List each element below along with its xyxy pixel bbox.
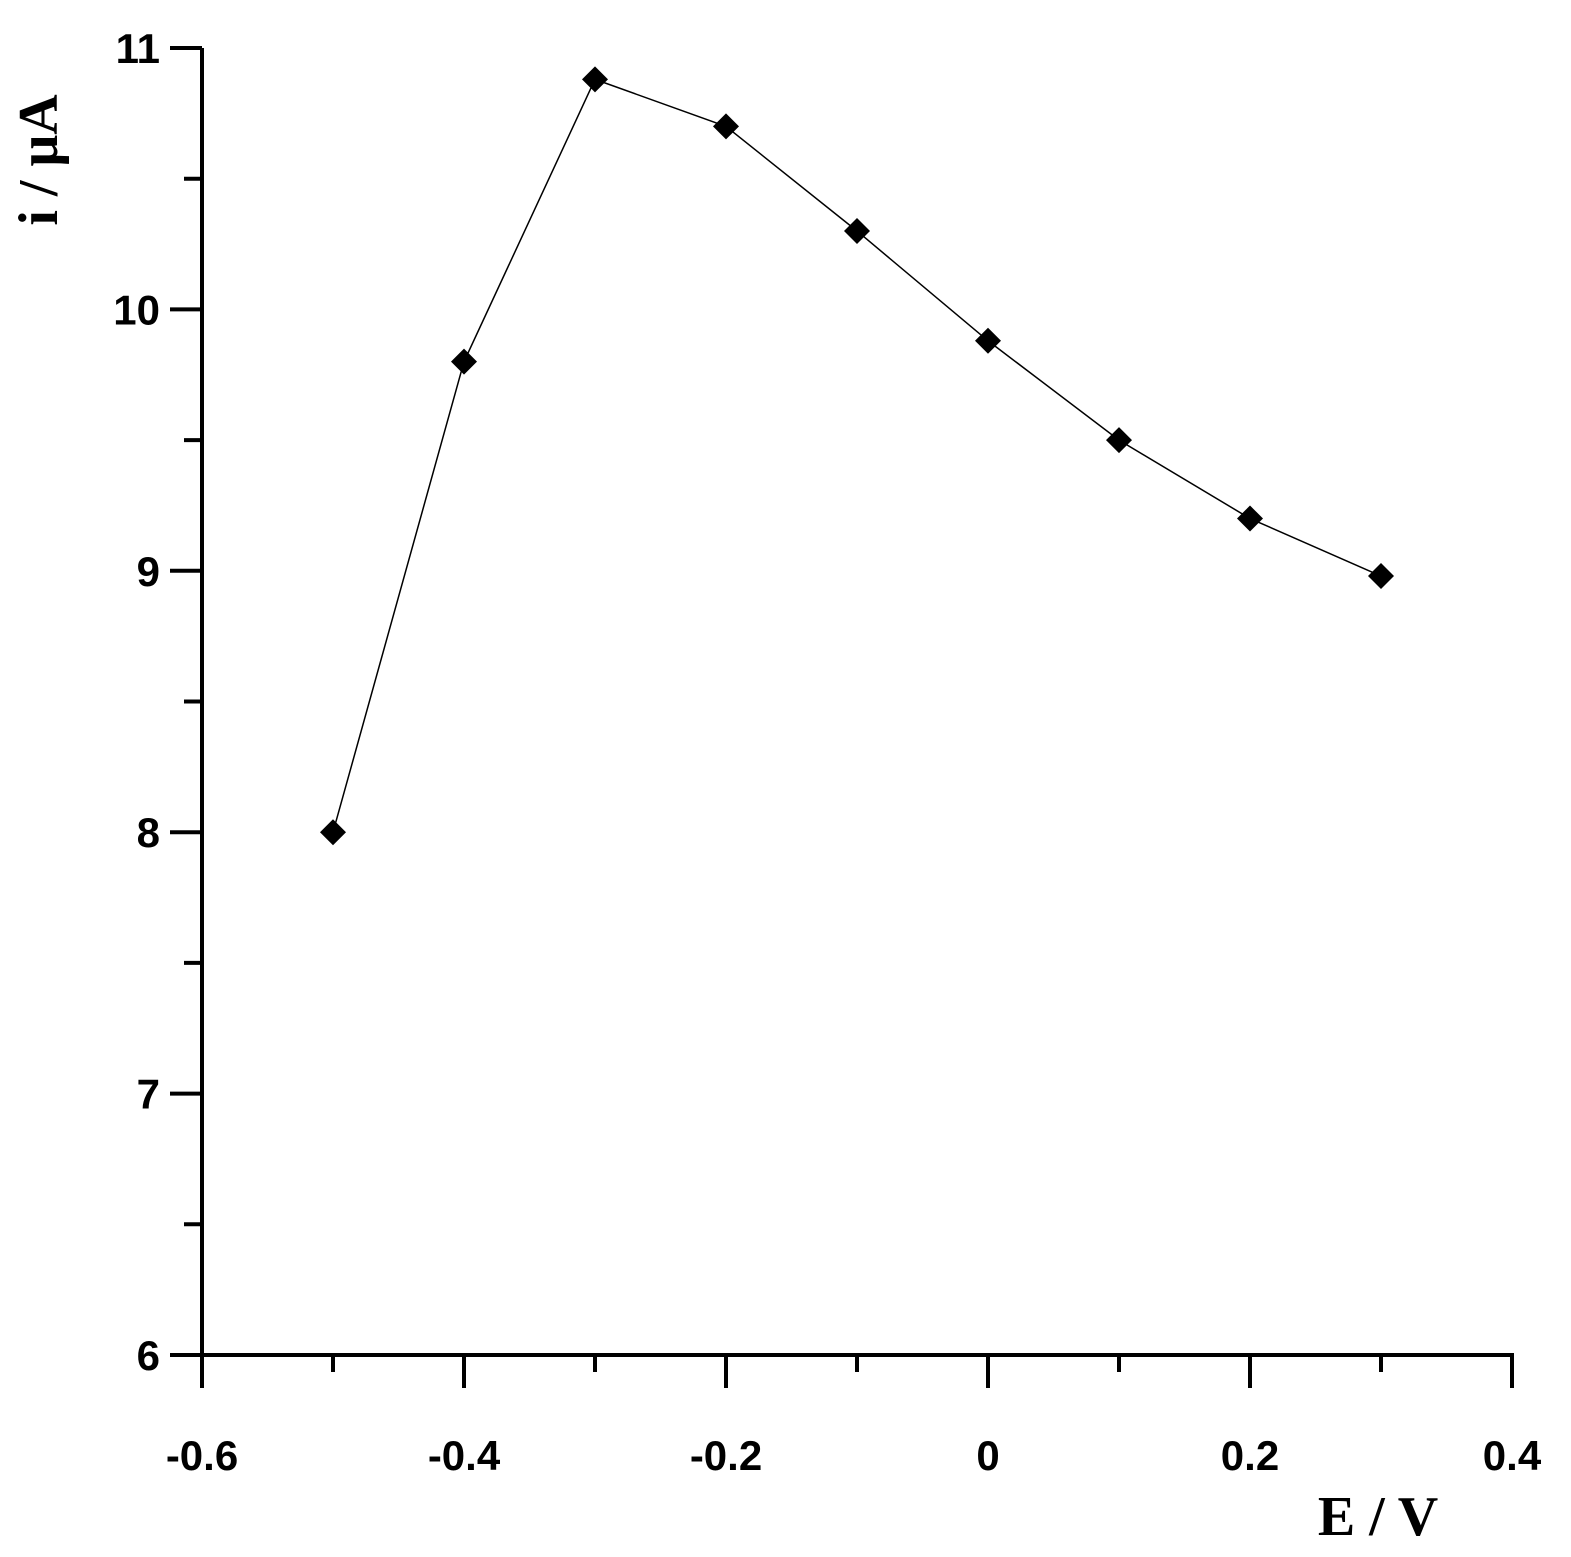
marker [451, 348, 477, 375]
x-tick-label: -0.4 [428, 1432, 501, 1479]
marker [320, 819, 346, 846]
x-tick-label: -0.2 [690, 1432, 762, 1479]
x-tick-label: -0.6 [166, 1432, 238, 1479]
x-tick-label: 0.4 [1483, 1432, 1542, 1479]
marker [582, 66, 608, 93]
marker [1237, 505, 1263, 532]
x-tick-label: 0 [976, 1432, 999, 1479]
y-tick-label: 6 [137, 1332, 160, 1379]
x-tick-label: 0.2 [1221, 1432, 1279, 1479]
y-tick-label: 9 [137, 548, 160, 595]
y-tick-label: 8 [137, 809, 160, 856]
marker [1368, 563, 1394, 590]
marker [844, 217, 870, 244]
marker [975, 327, 1001, 354]
y-tick-label: 7 [137, 1071, 160, 1118]
y-axis-label: i / μA [8, 94, 70, 226]
marker [1106, 427, 1132, 454]
y-tick-label: 11 [116, 25, 160, 72]
x-axis-label: E / V [1318, 1486, 1438, 1548]
y-tick-label: 10 [113, 286, 160, 333]
marker [713, 113, 739, 140]
